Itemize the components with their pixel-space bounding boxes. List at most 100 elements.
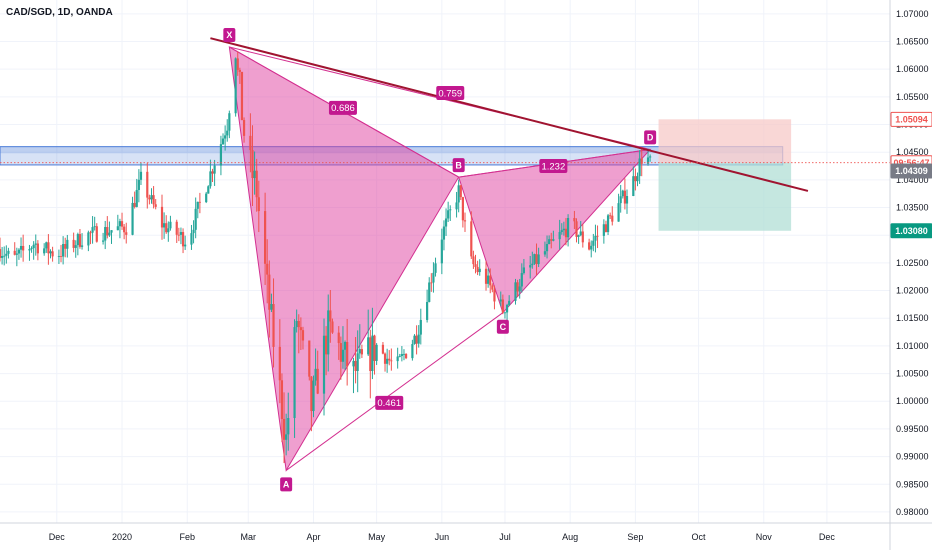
candle <box>419 308 422 345</box>
candle <box>478 259 481 276</box>
candle <box>373 334 376 375</box>
ratio-label-text: 0.759 <box>438 88 462 99</box>
candle-body <box>238 69 241 72</box>
candle-body <box>207 186 210 194</box>
candle-body <box>104 227 107 241</box>
candle <box>108 221 111 237</box>
candle-body <box>474 264 477 267</box>
point-label-text: C <box>500 322 507 332</box>
candle-body <box>590 245 593 250</box>
candle <box>331 318 334 334</box>
point-label-d: D <box>644 130 657 145</box>
candle-body <box>588 242 591 250</box>
candle <box>356 330 359 393</box>
candle-body <box>646 157 650 164</box>
candle-body <box>470 221 473 257</box>
candle-body <box>131 202 134 235</box>
candle <box>463 212 467 232</box>
candle-body <box>108 232 111 236</box>
candle-body <box>301 330 305 341</box>
candle <box>249 113 252 173</box>
candle <box>444 208 448 236</box>
candle-body <box>537 254 540 265</box>
candle-body <box>150 195 153 200</box>
candle <box>169 215 172 231</box>
price-tag-bg <box>890 111 932 127</box>
ratio-label: 0.686 <box>328 100 357 115</box>
candle-body <box>45 242 48 249</box>
candle <box>514 278 517 305</box>
candle <box>327 294 330 372</box>
candle-body <box>611 215 614 222</box>
candle-body <box>386 358 389 364</box>
candle-body <box>251 150 254 179</box>
candle-body <box>457 185 460 203</box>
candle-body <box>552 239 555 241</box>
candle-body <box>548 239 551 244</box>
candle-body <box>432 272 435 283</box>
candle-body <box>602 224 605 236</box>
candle-body <box>499 299 502 302</box>
candle <box>339 336 342 380</box>
candle-body <box>625 196 629 204</box>
candle <box>270 293 273 313</box>
candle-body <box>596 235 599 237</box>
candle-body <box>560 230 563 233</box>
candle-body <box>154 204 157 207</box>
price-tag-text: 09:56:47 <box>893 158 929 168</box>
candle <box>533 253 536 265</box>
candle <box>297 314 300 354</box>
candle-body <box>484 268 488 284</box>
candle-body <box>581 231 584 243</box>
candle <box>522 258 526 275</box>
candle-body <box>325 335 328 355</box>
candle-body <box>280 380 284 419</box>
candle <box>167 221 170 242</box>
candle <box>43 243 46 256</box>
candle <box>457 179 460 213</box>
candle <box>89 230 92 245</box>
candle <box>224 125 227 151</box>
candle-body <box>636 176 639 182</box>
candle <box>93 216 96 231</box>
candle-body <box>440 239 443 264</box>
candle <box>74 240 77 258</box>
candle-body <box>57 256 61 257</box>
candle-body <box>455 202 458 210</box>
candle-body <box>329 310 332 322</box>
candle-body <box>196 201 199 209</box>
candle <box>0 237 2 262</box>
candle <box>280 373 284 443</box>
candle <box>400 346 403 362</box>
candle-body <box>137 179 140 190</box>
pattern-triangle-bcd <box>458 148 652 314</box>
candle <box>579 221 582 237</box>
candle-body <box>49 251 52 254</box>
candle <box>531 251 534 269</box>
candle <box>550 232 553 249</box>
candle-body <box>293 327 296 418</box>
candle <box>390 348 393 371</box>
candle-body <box>28 249 31 251</box>
price-tag-bg <box>890 163 932 179</box>
candle <box>236 51 239 76</box>
candle-body <box>264 211 267 264</box>
candle <box>325 326 328 376</box>
candle-body <box>120 221 124 227</box>
candle <box>219 135 223 176</box>
candle-body <box>297 320 300 328</box>
candle-body <box>352 360 355 367</box>
candle-body <box>51 251 54 257</box>
take-profit-area <box>658 162 792 231</box>
candle-body <box>287 417 290 435</box>
candle <box>398 353 401 358</box>
candle <box>590 240 593 258</box>
candle-body <box>43 248 46 254</box>
candle <box>548 235 551 245</box>
candle <box>491 283 494 293</box>
candle-body <box>354 360 357 372</box>
candle-body <box>411 344 414 359</box>
candle <box>205 191 208 204</box>
